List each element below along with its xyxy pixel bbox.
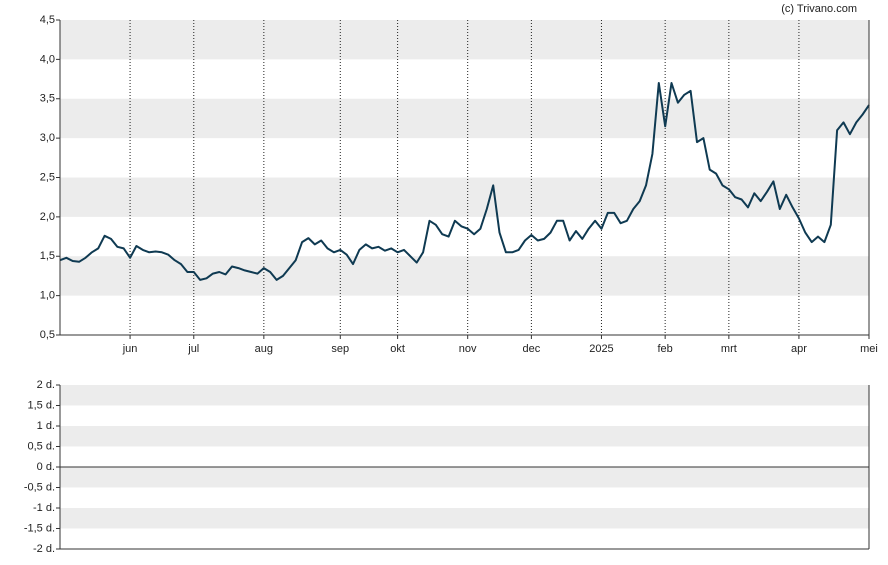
- y-tick-label: -0,5 d.: [24, 481, 55, 493]
- x-tick-label: nov: [459, 343, 477, 355]
- x-tick-label: apr: [791, 343, 807, 355]
- y-tick-label: 2,5: [40, 171, 55, 183]
- x-tick-label: mrt: [721, 343, 737, 355]
- y-tick-label: 1,0: [40, 290, 55, 302]
- grid-band: [60, 467, 869, 488]
- y-tick-label: 2 d.: [37, 379, 55, 391]
- y-tick-label: 0,5: [40, 329, 55, 341]
- grid-band: [60, 20, 869, 60]
- x-tick-label: aug: [255, 343, 273, 355]
- y-tick-label: 3,0: [40, 132, 55, 144]
- x-tick-label: jul: [187, 343, 199, 355]
- grid-band: [60, 177, 869, 217]
- y-tick-label: 0,5 d.: [27, 440, 55, 452]
- source-note: (c) Trivano.com: [781, 3, 857, 15]
- y-tick-label: -2 d.: [33, 543, 55, 555]
- y-tick-label: 1 d.: [37, 420, 55, 432]
- y-tick-label: -1 d.: [33, 502, 55, 514]
- y-tick-label: 1,5 d.: [27, 399, 55, 411]
- grid-band: [60, 426, 869, 447]
- grid-band: [60, 98, 869, 139]
- grid-band: [60, 385, 869, 406]
- x-tick-label: sep: [331, 343, 349, 355]
- y-tick-label: 4,0: [40, 53, 55, 65]
- y-tick-label: -1,5 d.: [24, 522, 55, 534]
- x-tick-label: mei: [860, 343, 878, 355]
- grid-band: [60, 508, 869, 529]
- price-line: [59, 82, 870, 281]
- x-tick-label: dec: [523, 343, 541, 355]
- x-tick-label: 2025: [589, 343, 613, 355]
- x-tick-label: jun: [122, 343, 138, 355]
- y-tick-label: 1,5: [40, 250, 55, 262]
- x-tick-label: okt: [390, 343, 405, 355]
- x-tick-label: feb: [658, 343, 673, 355]
- grid-band: [60, 256, 869, 296]
- y-tick-label: 0 d.: [37, 461, 55, 473]
- y-tick-label: 3,5: [40, 93, 55, 105]
- y-tick-label: 4,5: [40, 14, 55, 26]
- y-tick-label: 2,0: [40, 211, 55, 223]
